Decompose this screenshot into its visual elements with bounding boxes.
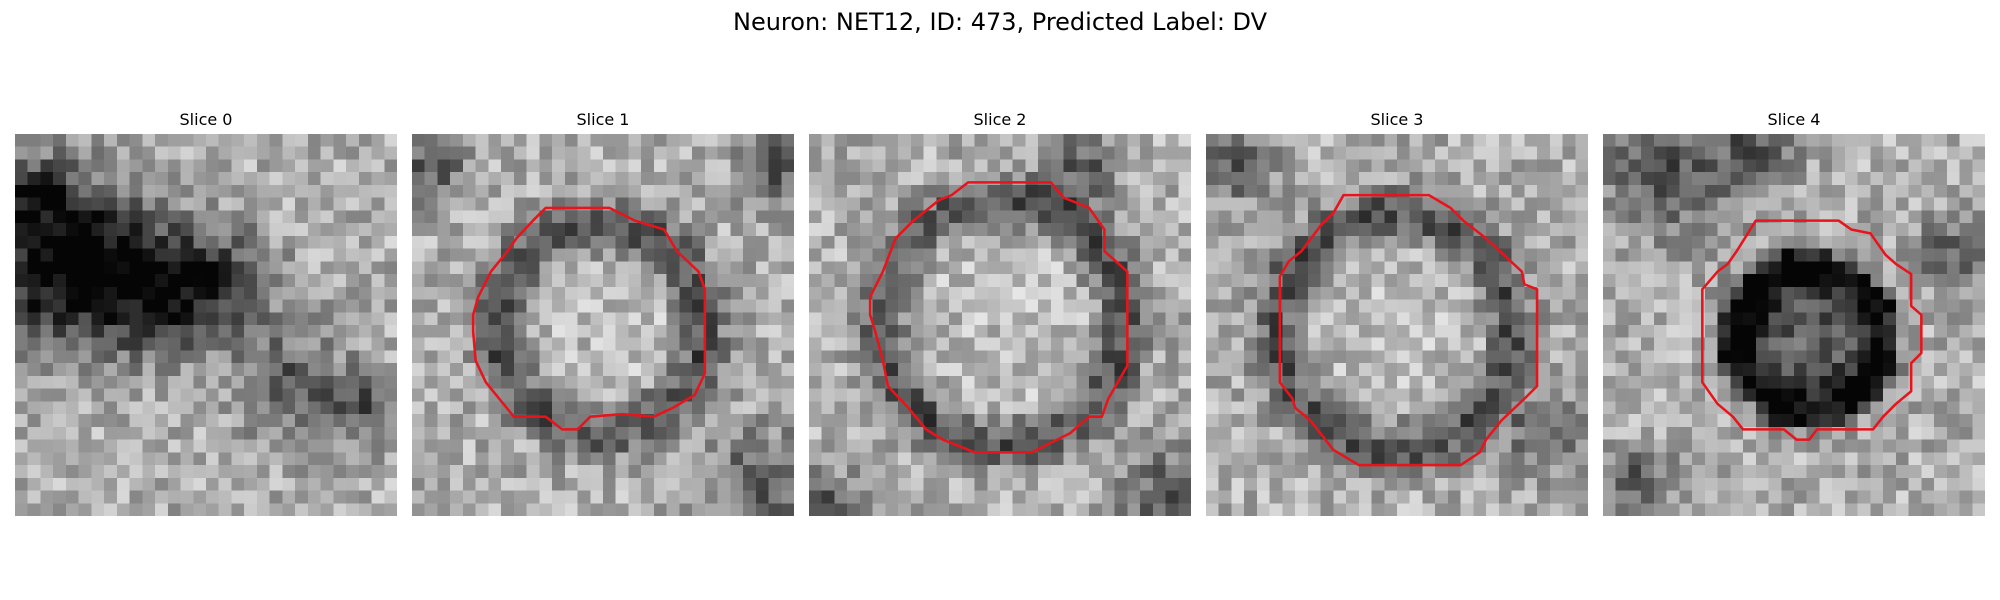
segmentation-overlay xyxy=(1278,193,1539,467)
neuron-contour xyxy=(471,206,707,431)
slice-title: Slice 4 xyxy=(1767,110,1821,129)
segmentation-overlay xyxy=(15,134,397,516)
slice-image xyxy=(15,134,397,516)
neuron-contour xyxy=(1701,219,1923,441)
neuron-contour xyxy=(1278,193,1539,467)
segmentation-overlay xyxy=(471,206,707,431)
slice-title: Slice 2 xyxy=(973,110,1027,129)
slice-image xyxy=(1206,134,1588,516)
segmentation-overlay xyxy=(868,181,1129,454)
slice-image xyxy=(412,134,794,516)
slice-title: Slice 1 xyxy=(576,110,630,129)
slice-title: Slice 3 xyxy=(1370,110,1424,129)
neuron-contour xyxy=(868,181,1129,454)
segmentation-overlay xyxy=(1701,219,1923,441)
figure-title: Neuron: NET12, ID: 473, Predicted Label:… xyxy=(732,8,1268,36)
slice-title: Slice 0 xyxy=(179,110,233,129)
